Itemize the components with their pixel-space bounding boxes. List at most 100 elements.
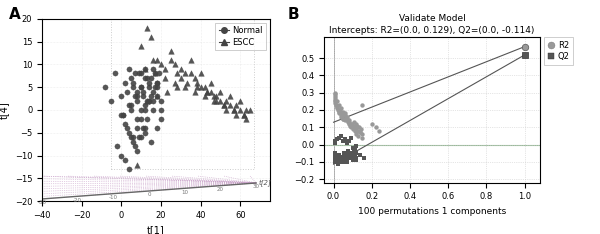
Point xyxy=(133,94,142,98)
Point xyxy=(176,76,185,80)
Point xyxy=(520,45,530,48)
Point xyxy=(212,94,221,98)
Point xyxy=(356,153,365,157)
Point xyxy=(139,94,148,98)
Point xyxy=(160,67,170,71)
Point xyxy=(166,58,176,62)
Point xyxy=(166,49,176,52)
Point xyxy=(348,155,358,158)
Point xyxy=(344,151,353,155)
Point xyxy=(342,117,352,121)
Point xyxy=(332,158,342,162)
Point xyxy=(212,99,221,103)
Point xyxy=(230,108,239,112)
Point xyxy=(371,125,380,129)
Point xyxy=(118,113,128,116)
Point xyxy=(215,90,225,94)
Point xyxy=(150,85,160,89)
Point xyxy=(342,115,352,119)
Point xyxy=(245,108,255,112)
Point xyxy=(146,76,156,80)
Point xyxy=(176,67,185,71)
Point xyxy=(239,113,249,116)
Point xyxy=(331,160,340,164)
Point xyxy=(338,117,348,121)
Text: -30: -30 xyxy=(37,200,47,205)
Point xyxy=(152,94,162,98)
Point xyxy=(128,140,138,144)
Point xyxy=(343,120,353,124)
Point xyxy=(152,85,162,89)
Point xyxy=(337,160,346,164)
Point xyxy=(338,139,348,143)
Point xyxy=(343,150,353,153)
Point xyxy=(136,44,146,48)
Point xyxy=(139,126,148,130)
Point xyxy=(350,125,359,129)
Point xyxy=(128,85,138,89)
Point xyxy=(144,85,154,89)
Point xyxy=(330,157,340,160)
Point xyxy=(170,62,179,66)
Text: 30: 30 xyxy=(253,184,260,189)
Point xyxy=(110,72,120,75)
Point xyxy=(142,99,152,103)
Point xyxy=(348,127,358,131)
Point xyxy=(124,67,134,71)
Point xyxy=(156,108,166,112)
Point xyxy=(241,117,251,121)
Point xyxy=(331,99,340,103)
Point xyxy=(148,58,158,62)
Point xyxy=(337,134,346,138)
Bar xyxy=(112,14,254,169)
Point xyxy=(339,113,349,117)
Point xyxy=(346,124,356,127)
Point xyxy=(338,158,348,162)
Point xyxy=(347,155,356,158)
Point xyxy=(352,151,361,155)
Point xyxy=(340,113,350,117)
Point xyxy=(200,85,209,89)
Point xyxy=(337,157,346,160)
Text: -20: -20 xyxy=(73,198,82,203)
X-axis label: 100 permutations 1 components: 100 permutations 1 components xyxy=(358,207,506,216)
Point xyxy=(356,131,365,134)
Point xyxy=(335,108,345,112)
Point xyxy=(345,124,355,127)
Point xyxy=(146,94,156,98)
Point xyxy=(340,118,350,122)
Point xyxy=(332,103,341,107)
Point xyxy=(196,85,205,89)
Point xyxy=(192,85,202,89)
Point xyxy=(116,94,126,98)
Point xyxy=(359,157,369,160)
Point xyxy=(156,99,166,103)
Point xyxy=(127,135,136,139)
Point xyxy=(127,108,136,112)
Point xyxy=(200,94,209,98)
Point xyxy=(133,99,142,103)
Point xyxy=(350,129,359,133)
Point xyxy=(124,103,134,107)
Point xyxy=(330,141,340,145)
Text: 10: 10 xyxy=(181,190,188,195)
Point xyxy=(330,151,340,155)
Point xyxy=(121,122,130,125)
Point xyxy=(152,126,162,130)
Point xyxy=(121,81,130,84)
Legend: Normal, ESCC: Normal, ESCC xyxy=(215,23,266,50)
Point xyxy=(148,90,158,94)
Point xyxy=(337,115,346,119)
Point xyxy=(136,85,146,89)
Point xyxy=(170,81,179,84)
Point xyxy=(350,148,359,152)
Legend: R2, Q2: R2, Q2 xyxy=(544,37,573,65)
Point xyxy=(206,81,215,84)
Point xyxy=(136,72,146,75)
Point xyxy=(331,96,340,100)
Point xyxy=(342,160,352,164)
Point xyxy=(124,168,134,171)
Point xyxy=(239,113,249,116)
Point xyxy=(341,157,351,160)
Point xyxy=(154,72,164,75)
